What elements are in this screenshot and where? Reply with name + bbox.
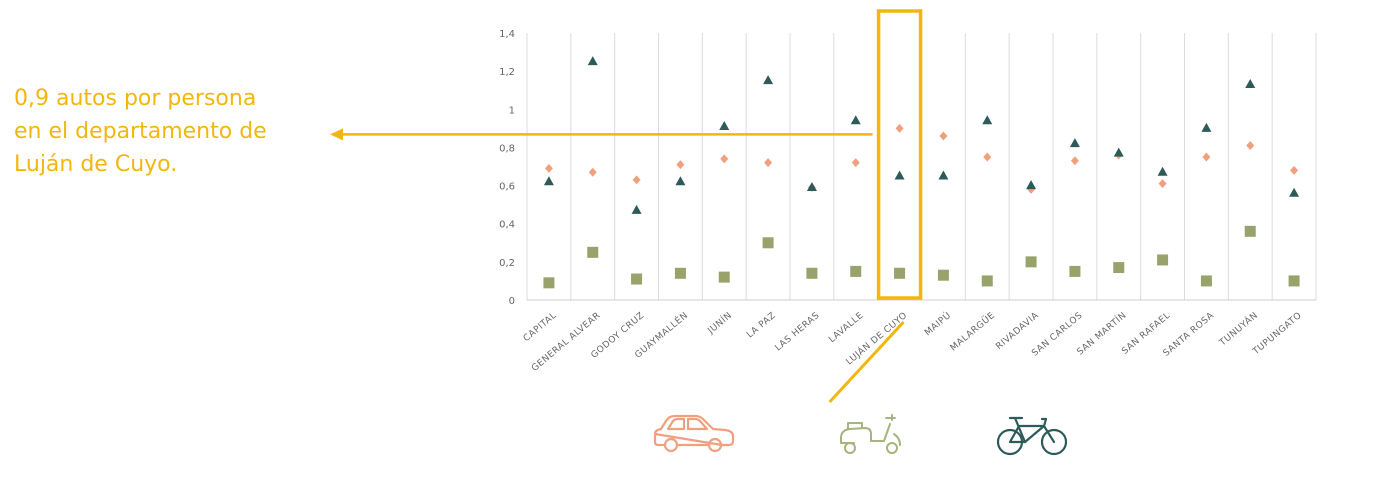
car-point: [1202, 152, 1211, 162]
car-point: [676, 160, 685, 170]
x-tick-label: JUNÍN: [704, 309, 734, 337]
x-tick-label: MAIPÚ: [922, 309, 954, 338]
bicycle-point: [1289, 187, 1300, 197]
bicycle-point: [1026, 180, 1037, 190]
highlight-underline: [828, 320, 905, 404]
car-point: [851, 158, 860, 168]
bicycle-point: [543, 176, 554, 186]
scooter-point: [981, 275, 993, 287]
x-tick-label: CAPITAL: [522, 311, 559, 344]
bicycle-point: [850, 115, 861, 125]
y-tick-label: 1,2: [499, 67, 515, 78]
bicycle-point: [719, 120, 730, 130]
car-point: [588, 167, 597, 177]
x-tick-label: LAS HERAS: [774, 311, 822, 354]
bicycle-point: [1113, 147, 1124, 157]
bicycle-point: [982, 115, 993, 125]
scooter-point: [1288, 275, 1300, 287]
x-tick-label: TUNUYÁN: [1216, 309, 1260, 349]
car-point: [1158, 179, 1167, 189]
scooter-point: [1157, 254, 1169, 266]
y-tick-label: 0,2: [499, 258, 515, 269]
car-point: [632, 175, 641, 185]
scooter-point: [850, 265, 862, 277]
scooter-point: [1113, 262, 1125, 274]
y-tick-label: 1: [509, 105, 515, 116]
car-point: [983, 152, 992, 162]
bicycle-point: [1069, 138, 1080, 148]
car-icon: [653, 414, 735, 453]
x-tick-label: LA PAZ: [745, 311, 778, 341]
bicycle-point: [1245, 78, 1256, 88]
x-tick-label: MALARGÜE: [948, 310, 997, 354]
scooter-point: [806, 267, 818, 279]
data-points: [543, 56, 1300, 289]
bicycle-point: [763, 75, 774, 85]
scooter-point: [937, 269, 949, 281]
x-tick-label: RIVADAVIA: [994, 310, 1041, 352]
car-point: [720, 154, 729, 164]
annotation-line-3: Luján de Cuyo.: [14, 152, 178, 177]
bicycle-point: [675, 176, 686, 186]
scooter-point: [674, 267, 686, 279]
car-point: [544, 163, 553, 173]
y-tick-label: 0,6: [499, 182, 515, 193]
bicycle-point: [631, 204, 642, 214]
scooter-icon: [840, 414, 901, 454]
car-point: [764, 158, 773, 168]
annotation-arrowhead: [330, 128, 343, 141]
annotation-text: 0,9 autos por persona en el departamento…: [14, 82, 324, 181]
y-tick-label: 0,4: [499, 220, 515, 231]
car-point: [1246, 141, 1255, 151]
bicycle-point: [1201, 122, 1212, 132]
annotation-line-1: 0,9 autos por persona: [14, 86, 257, 111]
scooter-point: [1244, 225, 1256, 237]
scooter-point: [1069, 265, 1081, 277]
annotation-graphics: [330, 9, 923, 404]
scooter-point: [1200, 275, 1212, 287]
scooter-point: [762, 237, 774, 249]
car-point: [1070, 156, 1079, 166]
y-tick-label: 0: [509, 296, 515, 307]
bicycle-icon: [996, 416, 1068, 456]
y-axis-ticks: 0 0,2 0,4 0,6 0,8 1 1,2 1,4: [499, 29, 515, 307]
annotation-line-2: en el departamento de: [14, 119, 267, 144]
bicycle-point: [806, 181, 817, 191]
car-point: [1290, 165, 1299, 175]
car-point: [895, 123, 904, 133]
x-tick-label: LAVALLE: [827, 311, 865, 346]
bicycle-point: [1157, 166, 1168, 176]
scooter-point: [631, 273, 643, 285]
bicycle-point: [587, 56, 598, 66]
scooter-point: [543, 277, 555, 289]
scooter-point: [1025, 256, 1037, 268]
car-point: [939, 131, 948, 141]
scooter-point: [718, 271, 730, 283]
scooter-point: [894, 267, 906, 279]
bicycle-point: [938, 170, 949, 180]
scooter-point: [587, 246, 599, 258]
y-tick-label: 0,8: [499, 143, 515, 154]
highlight-box: [876, 9, 923, 300]
bicycle-point: [894, 170, 905, 180]
y-tick-label: 1,4: [499, 29, 515, 40]
